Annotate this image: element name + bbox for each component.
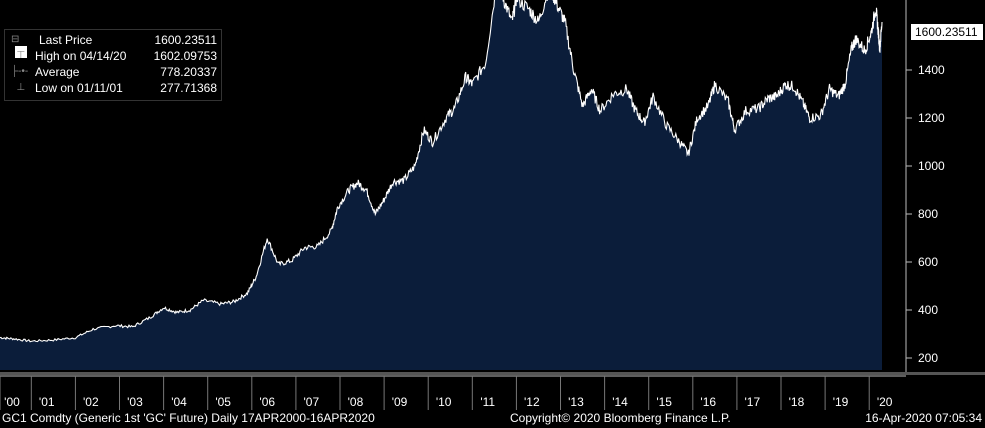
- low-marker-icon: ⊥: [11, 82, 26, 93]
- x-axis: '00 '01 '02 '03 '04 '05 '06 '07 '08 '09 '10 '11 '12 '…: [0, 372, 985, 410]
- legend-label: Low on 01/11/01: [35, 81, 123, 95]
- y-tick-label: 800: [918, 207, 938, 221]
- x-tick-label: '03: [127, 395, 143, 409]
- legend-value: 277.71368: [160, 81, 217, 95]
- x-tick-label: '00: [4, 395, 20, 409]
- price-line: [0, 0, 883, 343]
- legend-row-last-price: ⊟ Last Price 1600.23511: [5, 32, 221, 58]
- plot-area: [0, 0, 883, 370]
- y-axis: 200 400 600 800 1000 1200 1400: [905, 0, 945, 372]
- x-tick-label: '06: [259, 395, 275, 409]
- legend-label: High on 04/14/20: [35, 49, 127, 63]
- x-tick-label: '07: [304, 395, 320, 409]
- legend-row-high: ⊤ High on 04/14/20 1602.09753: [5, 48, 221, 64]
- x-tick-label: '13: [568, 395, 584, 409]
- x-tick-label: '14: [612, 395, 628, 409]
- x-tick-label: '05: [215, 395, 231, 409]
- y-tick-label: 1400: [918, 63, 945, 77]
- last-price-tag: 1600.23511: [911, 24, 983, 40]
- x-axis-scrollbar: [0, 372, 985, 375]
- price-area: [0, 0, 882, 370]
- y-tick-label: 1200: [918, 111, 945, 125]
- x-tick-label: '16: [700, 395, 716, 409]
- legend-value: 1602.09753: [153, 49, 217, 63]
- x-tick-label: '12: [524, 395, 540, 409]
- x-tick-label: '20: [877, 395, 893, 409]
- square-icon: ⊟: [11, 34, 31, 58]
- average-line-icon: ├-•-: [11, 66, 29, 77]
- high-marker-icon: ⊤: [11, 50, 26, 61]
- y-tick-label: 600: [918, 255, 938, 269]
- x-tick-label: '09: [392, 395, 408, 409]
- footer-copyright: Copyright© 2020 Bloomberg Finance L.P.: [510, 411, 731, 425]
- x-tick-label: '15: [656, 395, 672, 409]
- x-tick-label: '19: [833, 395, 849, 409]
- x-tick-label: '10: [436, 395, 452, 409]
- x-tick-label: '01: [39, 395, 55, 409]
- x-tick-label: '02: [83, 395, 99, 409]
- x-tick-label: '08: [348, 395, 364, 409]
- x-tick-label: '11: [480, 395, 495, 409]
- x-tick-label: '04: [171, 395, 187, 409]
- y-tick-label: 200: [918, 351, 938, 365]
- legend-value: 1600.23511: [154, 33, 217, 47]
- x-tick-label: '18: [789, 395, 805, 409]
- x-tick-label: '17: [745, 395, 761, 409]
- legend-label: Last Price: [39, 33, 93, 47]
- footer-security-info: GC1 Comdty (Generic 1st 'GC' Future) Dai…: [2, 411, 375, 425]
- y-tick-label: 400: [918, 303, 938, 317]
- y-tick-label: 1000: [918, 159, 945, 173]
- legend-row-average: ├-•- Average 778.20337: [5, 64, 221, 80]
- legend-box: ⊟ Last Price 1600.23511 ⊤ High on 04/14/…: [4, 29, 222, 101]
- legend-row-low: ⊥ Low on 01/11/01 277.71368: [5, 80, 221, 96]
- legend-label: Average: [35, 65, 80, 79]
- legend-value: 778.20337: [160, 65, 217, 79]
- footer-timestamp: 16-Apr-2020 07:05:34: [865, 411, 982, 425]
